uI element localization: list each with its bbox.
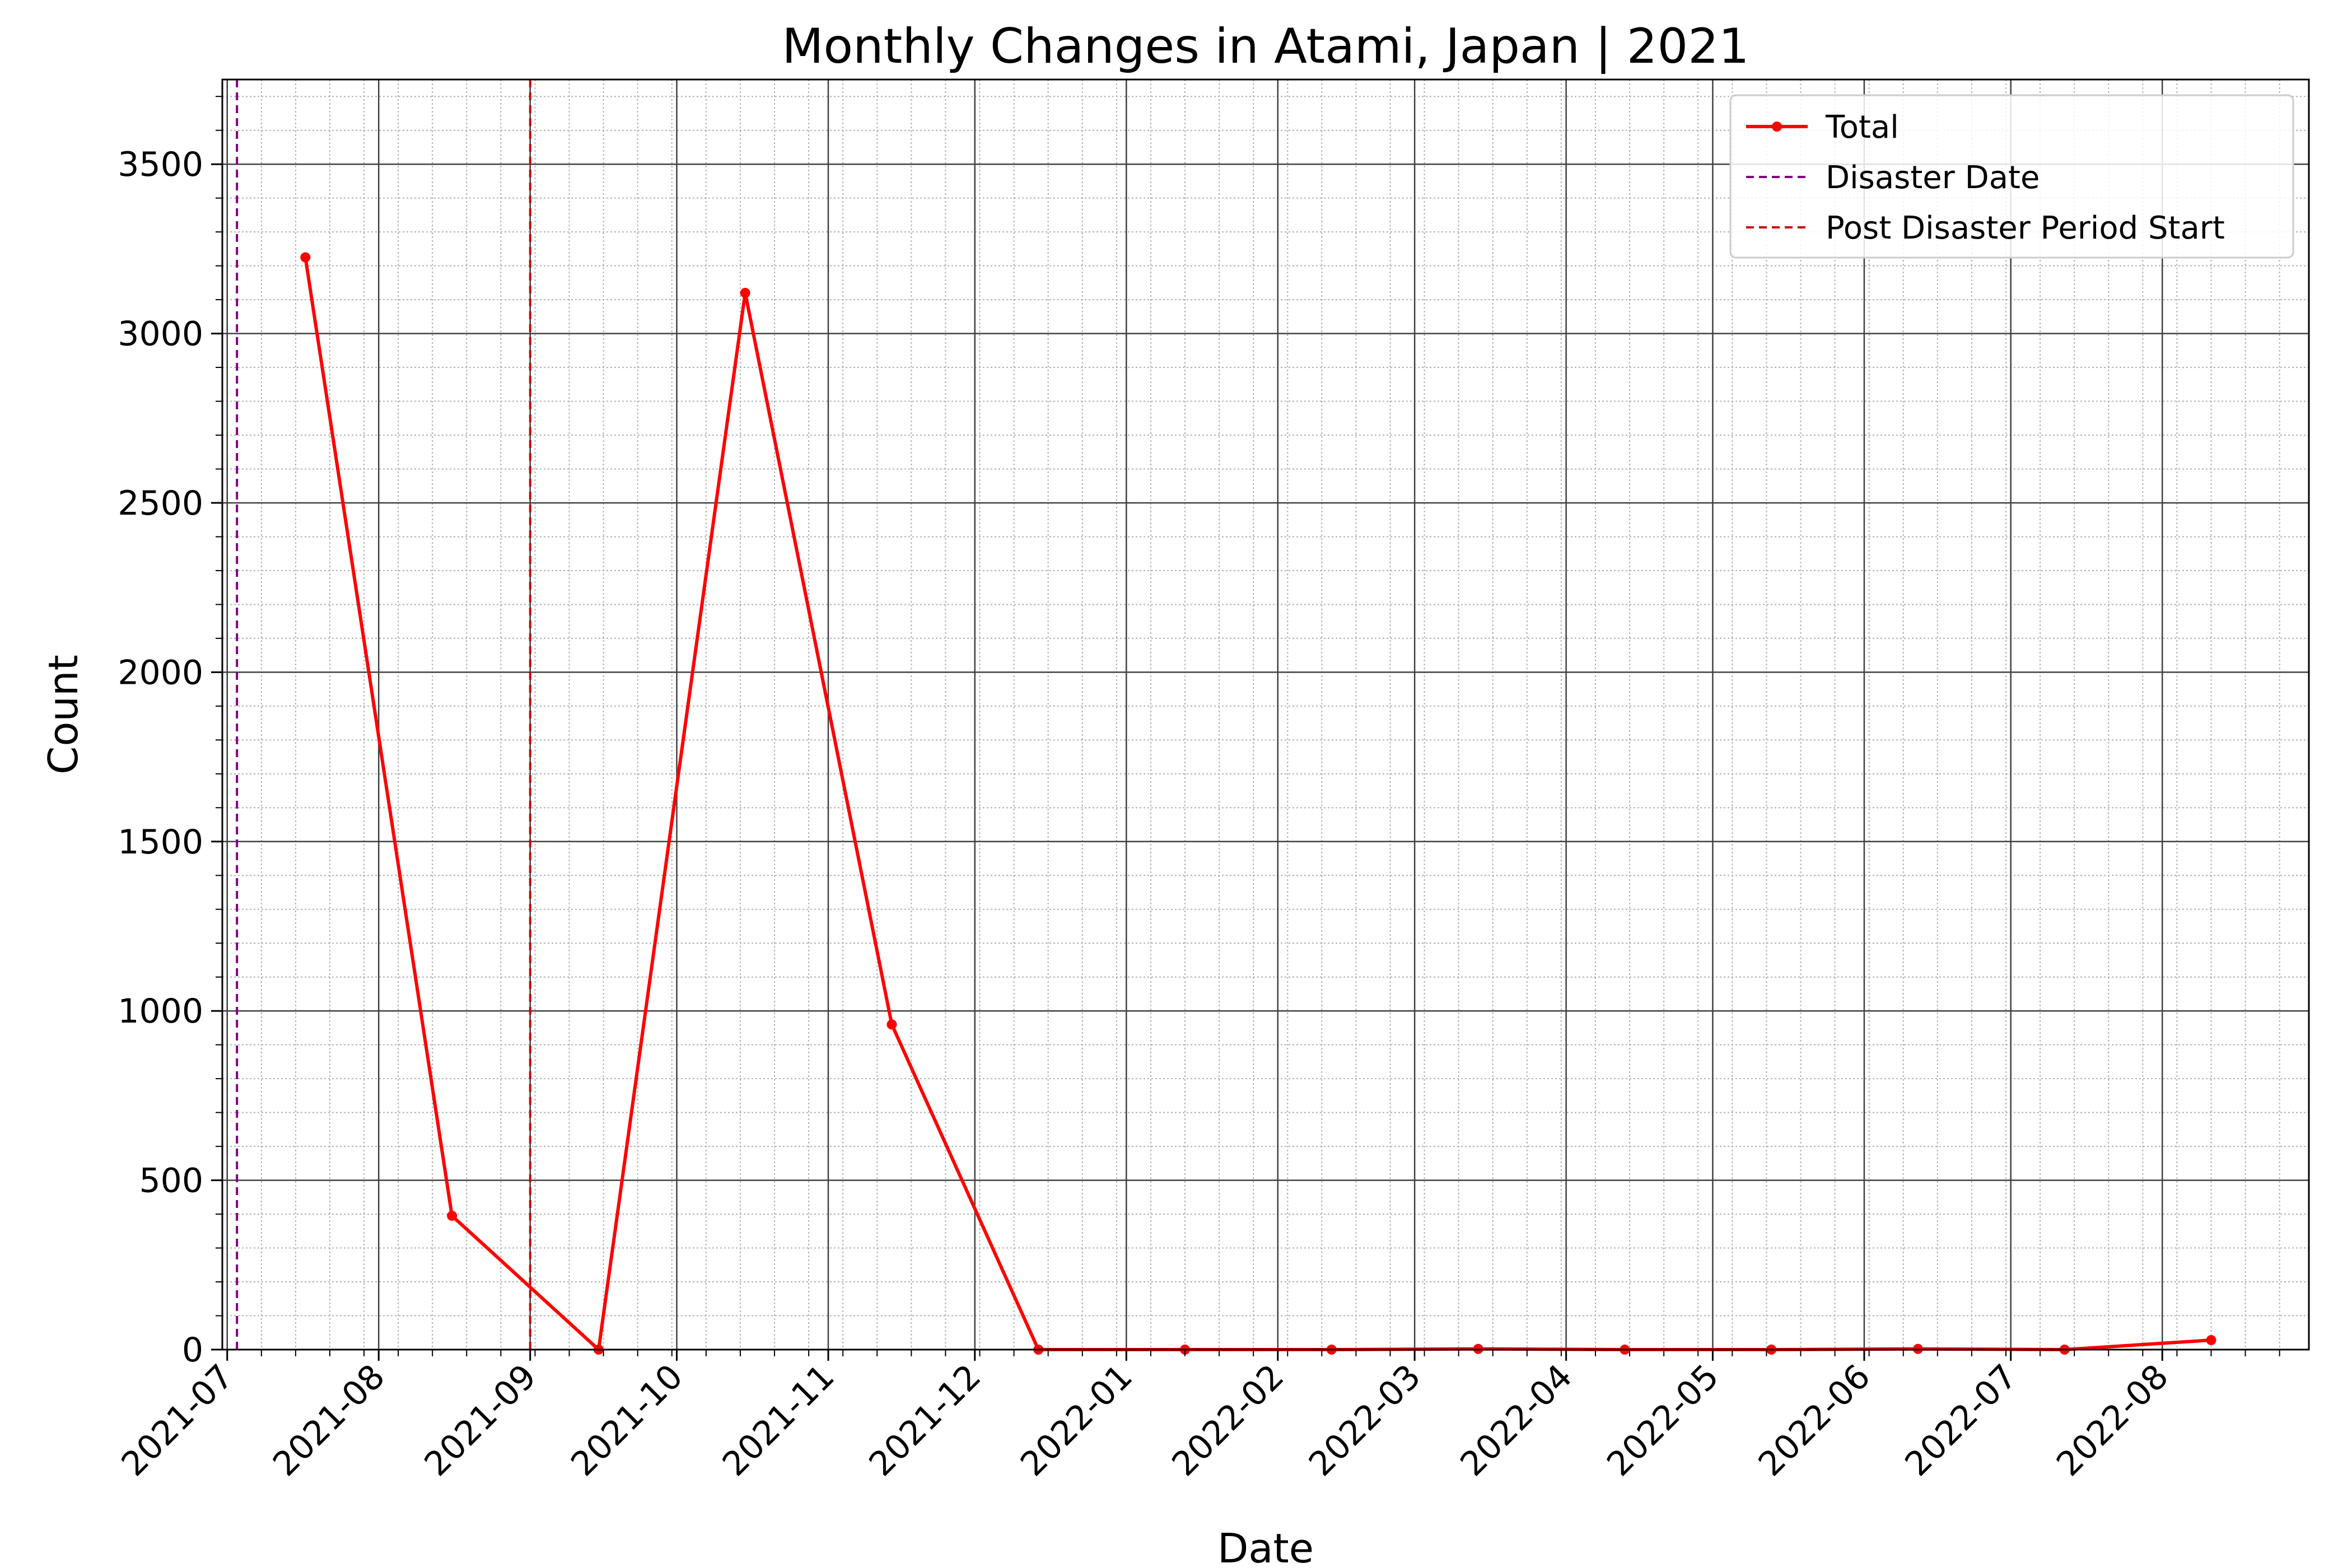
legend: Total Disaster Date Post Disaster Period… xyxy=(1729,94,2294,259)
data-point xyxy=(2206,1335,2216,1346)
y-tick-label: 3500 xyxy=(118,145,203,184)
axis-ticks xyxy=(211,96,2280,1361)
y-tick-label: 2500 xyxy=(118,484,203,523)
y-tick-label: 1000 xyxy=(118,992,203,1031)
data-point xyxy=(886,1019,897,1030)
legend-label-post-disaster-start: Post Disaster Period Start xyxy=(1826,210,2225,246)
y-tick-label: 3000 xyxy=(118,315,203,354)
y-tick-label: 0 xyxy=(182,1331,203,1370)
chart-title: Monthly Changes in Atami, Japan | 2021 xyxy=(782,18,1749,74)
data-point xyxy=(740,288,750,298)
legend-label-disaster-date: Disaster Date xyxy=(1826,160,2040,196)
minor-grid xyxy=(222,80,2309,1350)
legend-marker-total xyxy=(1772,122,1782,132)
legend-label-total: Total xyxy=(1825,109,1899,146)
y-tick-label: 500 xyxy=(139,1161,203,1201)
data-point xyxy=(447,1211,458,1221)
y-tick-label: 2000 xyxy=(118,653,203,692)
y-axis-title: Count xyxy=(40,655,87,774)
data-point xyxy=(300,252,311,263)
y-tick-label: 1500 xyxy=(118,823,203,862)
legend-box xyxy=(1729,94,2294,259)
plot-frame xyxy=(221,78,2310,1351)
reference-lines xyxy=(236,80,531,1350)
y-tick-labels: 0 500 1000 1500 2000 2500 3000 3500 xyxy=(118,145,203,1370)
x-axis-title: Date xyxy=(1217,1525,1314,1568)
